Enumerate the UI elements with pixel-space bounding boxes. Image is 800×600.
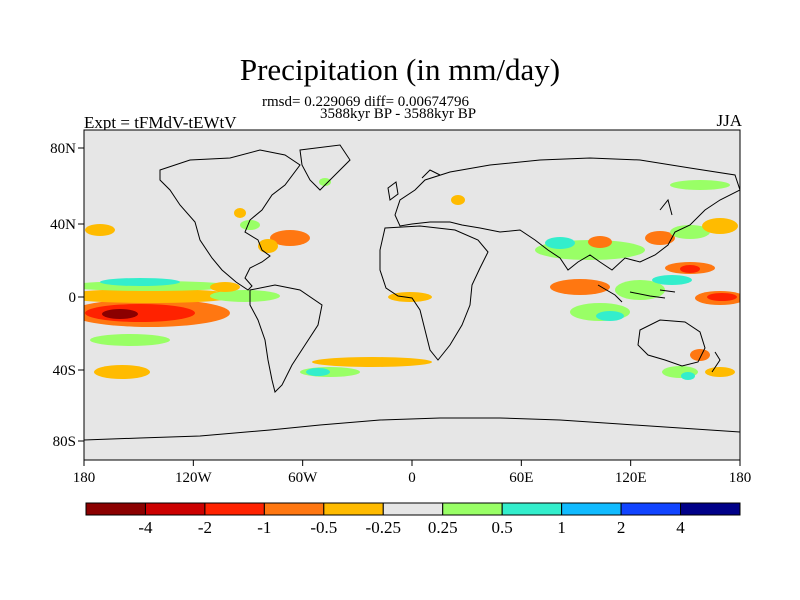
anomaly-dry-north-pacific	[702, 218, 738, 234]
y-tick-label: 80S	[53, 434, 76, 450]
south-america-coast	[249, 284, 323, 393]
colorbar-swatch	[382, 502, 444, 516]
japan-coast	[659, 198, 673, 216]
anomaly-dry-china	[645, 231, 675, 245]
stats-subtitle: rmsd= 0.229069 diff= 0.00674796	[262, 94, 470, 110]
colorbar-swatch	[263, 502, 325, 516]
x-tick-label: 60E	[509, 470, 533, 486]
colorbar-swatch	[620, 502, 682, 516]
anomaly-dry-australia	[690, 349, 710, 361]
colorbar-label: -1	[257, 518, 271, 537]
experiment-label: Expt = tFMdV-tEWtV	[84, 113, 237, 132]
y-tick-label: 0	[69, 290, 77, 306]
anomaly-dry-africa	[388, 292, 432, 302]
north-america-coast	[159, 149, 301, 291]
y-tick-label: 80N	[50, 141, 76, 157]
x-tick-label: 120E	[615, 470, 647, 486]
colorbar-label: -0.25	[366, 518, 401, 537]
y-axis: 80N 40N 0 40S 80S	[50, 141, 84, 450]
x-axis: 180 120W 60W 0 60E 120E 180	[73, 460, 752, 486]
anomaly-wetter-australia	[681, 372, 695, 380]
anomaly-dry-indian-ocean	[550, 279, 610, 295]
anomaly-dry-south-atlantic	[312, 357, 432, 367]
anomaly-wet-eq-atlantic	[210, 290, 280, 302]
anomaly-wet-greenland	[319, 178, 331, 186]
colorbar-label: 0.25	[428, 518, 458, 537]
africa-coast	[379, 225, 489, 361]
anomaly-wetter-india	[545, 237, 575, 249]
colorbar-label: 2	[617, 518, 626, 537]
colorbar-label: 0.5	[492, 518, 513, 537]
anomaly-dry-atlantic	[270, 230, 310, 246]
anomaly-wet-maritime	[615, 280, 665, 300]
anomaly-dry-gulf	[258, 239, 278, 253]
colorbar-swatch	[680, 502, 741, 516]
y-tick-label: 40S	[53, 363, 76, 379]
x-tick-label: 120W	[175, 470, 213, 486]
colorbar-swatch	[144, 502, 206, 516]
colorbar-swatch	[501, 502, 563, 516]
x-tick-label: 0	[408, 470, 416, 486]
maritime-islands	[597, 284, 676, 303]
anomaly-wetter-pacific	[652, 275, 692, 285]
period-subtitle: 3588kyr BP - 3588kyr BP	[320, 106, 477, 122]
colorbar-label: -4	[138, 518, 153, 537]
y-tick-label: 40N	[50, 217, 76, 233]
anomaly-dry-tasman	[705, 367, 735, 377]
colorbar-swatch	[442, 502, 503, 516]
anomaly-wet-south	[90, 334, 170, 346]
anomaly-very-dry-pacific	[102, 309, 138, 319]
colorbar-label: -2	[198, 518, 212, 537]
x-tick-label: 60W	[288, 470, 318, 486]
eurasia-coast	[394, 157, 740, 271]
greenland-coast	[299, 144, 351, 191]
anomaly-dry-europe	[451, 195, 465, 205]
anomaly-dry-eq-atlantic	[210, 282, 240, 292]
colorbar-label: -0.5	[310, 518, 337, 537]
anomaly-wet-japan	[670, 225, 710, 239]
anomaly-wet-siberia	[670, 180, 730, 190]
anomaly-drier-east-pacific	[707, 293, 737, 301]
scandinavia-coast	[421, 169, 441, 179]
colorbar-swatch	[561, 502, 622, 516]
colorbar: -4 -2 -1 -0.5 -0.25 0.25 0.5 1 2 4	[85, 502, 741, 537]
colorbar-label: 4	[676, 518, 685, 537]
anomaly-drier-west-pacific	[680, 265, 700, 273]
australia-coast	[637, 319, 706, 367]
map-title: Precipitation (in mm/day)	[239, 52, 561, 87]
anomaly-wet-band-core	[100, 278, 180, 286]
x-tick-label: 180	[729, 470, 752, 486]
anomaly-fields	[84, 178, 740, 380]
anomaly-dry-south	[94, 365, 150, 379]
anomaly-wetter-indian-ocean	[596, 311, 624, 321]
coastlines	[84, 144, 740, 441]
anomaly-dry-us	[234, 208, 246, 218]
anomaly-dry-north	[85, 224, 115, 236]
colorbar-swatch	[204, 502, 265, 516]
anomaly-wetter-south-atlantic	[306, 368, 330, 376]
colorbar-label: 1	[557, 518, 566, 537]
season-label: JJA	[716, 111, 742, 130]
colorbar-swatch	[85, 502, 146, 516]
britain-coast	[387, 181, 399, 201]
new-zealand-coast	[711, 351, 721, 373]
anomaly-dry-india	[588, 236, 612, 248]
anomaly-dry-pacific-core	[85, 304, 195, 322]
anomaly-wet-us	[240, 220, 260, 230]
x-tick-label: 180	[73, 470, 96, 486]
colorbar-swatch	[323, 502, 384, 516]
antarctica-coast	[84, 417, 740, 441]
anomaly-dry-band	[84, 289, 240, 303]
